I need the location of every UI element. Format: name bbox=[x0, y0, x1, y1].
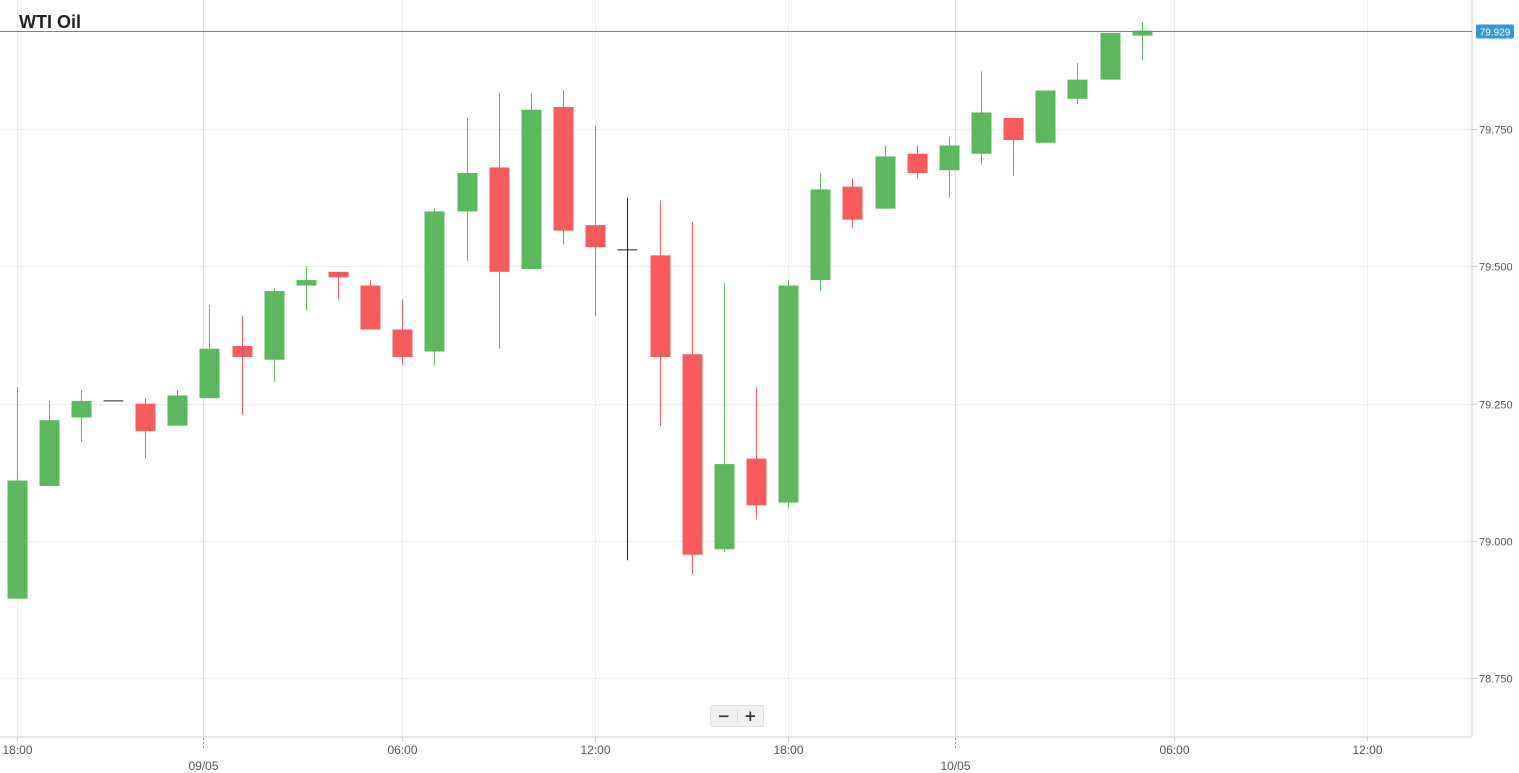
candle-body bbox=[810, 189, 831, 281]
y-tick-label: 78.750 bbox=[1479, 674, 1513, 686]
y-tick-label: 79.750 bbox=[1479, 125, 1513, 137]
y-tick-label: 79.500 bbox=[1479, 262, 1513, 274]
candle-body bbox=[264, 291, 285, 360]
candle-body bbox=[778, 285, 799, 503]
y-axis: 78.750 79.000 79.250 79.500 79.750 bbox=[1472, 125, 1513, 686]
candle bbox=[424, 208, 445, 366]
y-tick-label: 79.250 bbox=[1479, 400, 1513, 412]
candle bbox=[778, 280, 799, 509]
candle bbox=[939, 137, 960, 198]
candle-body bbox=[842, 186, 863, 220]
candle bbox=[264, 288, 285, 382]
date-label: 09/05 bbox=[188, 759, 218, 773]
candle bbox=[39, 400, 60, 487]
candle-body bbox=[971, 112, 992, 154]
x-tick-label: 18:00 bbox=[773, 743, 803, 757]
candle-body bbox=[328, 271, 349, 278]
candle-body bbox=[232, 345, 253, 357]
zoom-out-button[interactable]: − bbox=[711, 706, 737, 726]
candle bbox=[907, 145, 928, 179]
current-price-label: 79.929 bbox=[1480, 28, 1511, 39]
x-axis: 18:00 06:00 12:00 18:00 06:00 12:00 09/05 10/05 bbox=[2, 737, 1383, 773]
candle-body bbox=[1067, 79, 1088, 99]
candle bbox=[1035, 90, 1056, 143]
candle-body bbox=[1100, 32, 1121, 80]
candle bbox=[553, 90, 574, 245]
candle bbox=[1132, 21, 1153, 61]
x-tick-label: 06:00 bbox=[387, 743, 417, 757]
candle bbox=[746, 387, 767, 520]
candle-body bbox=[457, 172, 478, 212]
candle bbox=[842, 178, 863, 228]
candle-body bbox=[39, 420, 60, 487]
zoom-controls: − + bbox=[710, 705, 764, 727]
candle bbox=[328, 271, 349, 300]
candle bbox=[971, 71, 992, 165]
date-label: 10/05 bbox=[940, 759, 970, 773]
candle-body bbox=[360, 285, 381, 330]
candle-body bbox=[875, 156, 896, 209]
candle bbox=[714, 282, 735, 552]
candle bbox=[232, 315, 253, 415]
candle bbox=[71, 389, 92, 443]
candle bbox=[617, 197, 638, 561]
candle bbox=[135, 398, 156, 459]
candle bbox=[1067, 63, 1088, 105]
candle bbox=[296, 266, 317, 311]
grid-lines bbox=[0, 0, 1472, 737]
candle bbox=[457, 118, 478, 261]
candle-body bbox=[682, 354, 703, 555]
candle-body bbox=[1035, 90, 1056, 143]
zoom-in-button[interactable]: + bbox=[738, 706, 764, 726]
candle bbox=[521, 93, 542, 270]
candle bbox=[489, 93, 510, 349]
x-tick-label: 18:00 bbox=[2, 743, 32, 757]
y-tick-label: 79.000 bbox=[1479, 537, 1513, 549]
candle bbox=[1100, 32, 1121, 80]
candle-body bbox=[1132, 30, 1153, 36]
candle bbox=[810, 172, 831, 292]
candle bbox=[167, 389, 188, 426]
candle-body bbox=[585, 225, 606, 248]
candle-body bbox=[135, 403, 156, 432]
x-tick-label: 12:00 bbox=[1352, 743, 1382, 757]
candle-body bbox=[746, 458, 767, 506]
candle-body bbox=[71, 400, 92, 418]
current-price-line: 79.929 bbox=[0, 24, 1514, 39]
candle-body bbox=[939, 145, 960, 171]
candle-body bbox=[392, 329, 413, 357]
candle bbox=[1003, 118, 1024, 176]
chart-title: WTI Oil bbox=[19, 12, 81, 32]
candle-body bbox=[553, 107, 574, 231]
candle-body bbox=[714, 464, 735, 550]
candle bbox=[875, 145, 896, 209]
candle bbox=[650, 200, 671, 426]
candle bbox=[360, 280, 381, 330]
candle bbox=[199, 304, 220, 399]
x-tick-label: 12:00 bbox=[580, 743, 610, 757]
zoom-separator bbox=[736, 709, 738, 723]
candles bbox=[7, 21, 1153, 599]
candle-body bbox=[7, 480, 28, 599]
candle-body bbox=[199, 348, 220, 399]
candle-body bbox=[521, 109, 542, 270]
current-price-badge bbox=[1476, 24, 1514, 39]
candle-body bbox=[1003, 118, 1024, 140]
candle-body bbox=[489, 167, 510, 272]
candle-body bbox=[650, 255, 671, 357]
candle-body bbox=[424, 211, 445, 352]
candle bbox=[7, 387, 28, 599]
candle-body bbox=[167, 395, 188, 426]
candle bbox=[585, 126, 606, 316]
candle bbox=[392, 299, 413, 366]
candle-body bbox=[907, 153, 928, 173]
x-tick-label: 06:00 bbox=[1159, 743, 1189, 757]
candle bbox=[682, 222, 703, 574]
candle-body bbox=[296, 280, 317, 286]
